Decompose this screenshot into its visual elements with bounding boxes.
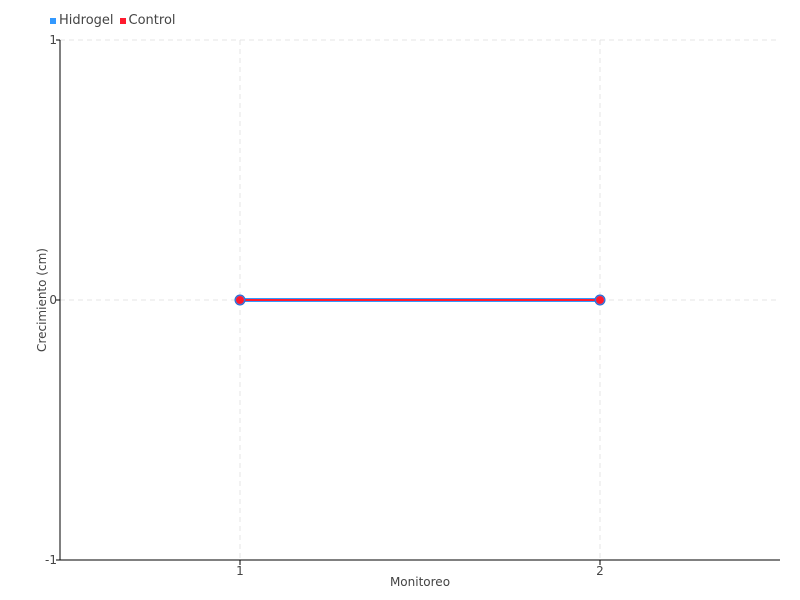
legend-label: Hidrogel <box>59 13 114 28</box>
legend-swatch <box>119 17 126 24</box>
data-point-control <box>236 296 244 304</box>
legend-item-control[interactable]: Control <box>119 13 176 28</box>
y-tick-label: -1 <box>45 553 57 567</box>
data-point-control <box>596 296 604 304</box>
y-tick-label: 1 <box>49 33 57 47</box>
legend-label: Control <box>128 13 176 28</box>
legend-swatch <box>50 17 56 24</box>
x-tick-label: 1 <box>236 564 244 578</box>
legend-item-hidrogel[interactable]: Hidrogel <box>50 13 114 28</box>
x-axis-label: Monitoreo <box>390 575 450 589</box>
x-tick-label: 2 <box>596 564 604 578</box>
legend: Hidrogel Control <box>50 13 176 28</box>
y-tick-label: 0 <box>49 293 57 307</box>
y-axis-label: Crecimiento (cm) <box>35 248 49 352</box>
